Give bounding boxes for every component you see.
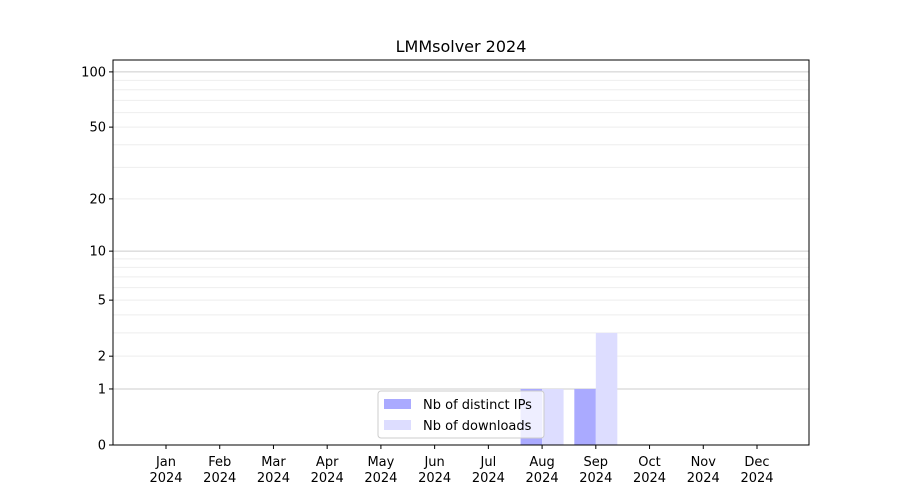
y-tick-label: 100 bbox=[81, 65, 106, 80]
y-tick-label: 0 bbox=[98, 439, 106, 454]
plot-frame bbox=[112, 59, 810, 446]
x-tick-label: Oct 2024 bbox=[633, 455, 666, 486]
legend-label-ips: Nb of distinct IPs bbox=[423, 398, 532, 413]
x-tick-label: Sep 2024 bbox=[579, 455, 612, 486]
x-tick-label: Dec 2024 bbox=[740, 455, 773, 486]
legend-swatch-downloads bbox=[384, 420, 411, 430]
y-tick-label: 2 bbox=[98, 350, 106, 365]
x-tick-label: Aug 2024 bbox=[526, 455, 559, 486]
x-tick-label: Jul 2024 bbox=[472, 455, 505, 486]
x-tick-label: Feb 2024 bbox=[203, 455, 236, 486]
x-tick-label: Mar 2024 bbox=[257, 455, 290, 486]
y-tick-label: 50 bbox=[89, 121, 106, 136]
legend: Nb of distinct IPs Nb of downloads bbox=[377, 390, 545, 439]
y-tick-label: 20 bbox=[89, 192, 106, 207]
bar-downloads bbox=[595, 332, 618, 445]
y-tick-label: 1 bbox=[98, 382, 106, 397]
chart-title: LMMsolver 2024 bbox=[396, 37, 527, 56]
y-tick-label: 10 bbox=[89, 245, 106, 260]
x-tick-label: Jun 2024 bbox=[418, 455, 451, 486]
bar-ips bbox=[574, 388, 596, 445]
x-tick-label: Apr 2024 bbox=[311, 455, 344, 486]
bar-downloads bbox=[542, 388, 564, 445]
x-tick-label: Jan 2024 bbox=[149, 455, 182, 486]
legend-label-downloads: Nb of downloads bbox=[423, 419, 532, 434]
legend-swatch-ips bbox=[384, 399, 411, 409]
x-tick-label: Nov 2024 bbox=[687, 455, 720, 486]
x-tick-label: May 2024 bbox=[364, 455, 397, 486]
y-tick-label: 5 bbox=[98, 294, 106, 309]
